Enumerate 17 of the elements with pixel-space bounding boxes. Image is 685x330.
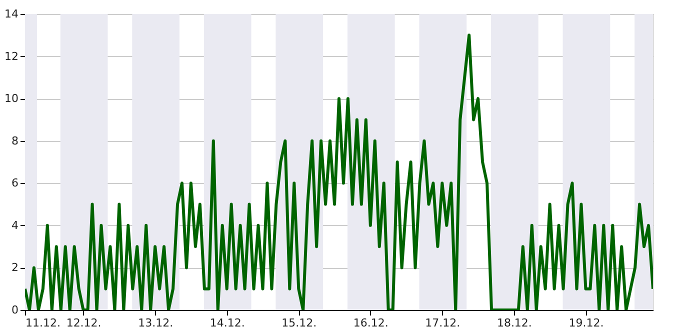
x-tick-label: 14.12. [210, 316, 245, 330]
y-tick-label: 6 [12, 176, 18, 190]
y-tick-label: 0 [12, 304, 18, 316]
x-tick-label: 12.12. [66, 316, 102, 330]
x-tick-label: 13.12. [138, 316, 174, 330]
y-tick-label: 10 [4, 92, 18, 106]
y-tick-label: 14 [4, 8, 18, 20]
y-tick-label: 2 [12, 261, 18, 274]
x-tick-label: 19.12. [568, 316, 604, 330]
x-tick-label: 15.12. [282, 316, 317, 330]
y-tick-label: 8 [12, 134, 18, 148]
x-tick-label: 17.12. [425, 316, 460, 330]
y-tick-label: 4 [12, 218, 18, 232]
y-tick-label: 12 [4, 50, 18, 63]
x-tick-label: 18.12. [496, 316, 532, 330]
x-tick-label: 16.12. [353, 316, 388, 330]
x-tick-label: 11.12. [26, 316, 60, 330]
